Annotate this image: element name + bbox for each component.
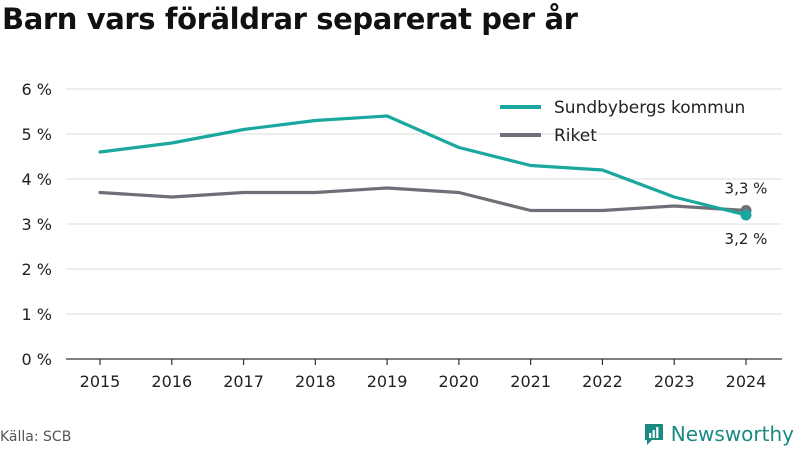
legend-label: Riket [554, 126, 597, 146]
x-tick-label: 2018 [295, 372, 336, 391]
x-tick-label: 2016 [151, 372, 192, 391]
legend: Sundbybergs kommun Riket [500, 98, 745, 146]
brand-name: Newsworthy [670, 422, 794, 446]
x-tick-label: 2021 [510, 372, 551, 391]
x-tick-label: 2022 [582, 372, 623, 391]
brand-logo: Newsworthy [643, 420, 794, 448]
gridlines [66, 88, 782, 315]
series-lines: 3,3 % 3,2 % [98, 114, 768, 248]
y-tick-label: 1 % [22, 305, 52, 324]
x-tick-label: 2019 [367, 372, 408, 391]
end-value-label: 3,3 % [725, 180, 768, 198]
x-tick-label: 2015 [80, 372, 121, 391]
y-tick-label: 5 % [22, 125, 52, 144]
series-line [98, 114, 748, 217]
legend-label: Sundbybergs kommun [554, 98, 745, 118]
series-end-point [740, 209, 752, 221]
source-note: Källa: SCB [0, 429, 72, 445]
y-axis: 0 % 1 % 2 % 3 % 4 % 5 % 6 % [22, 80, 52, 369]
x-tick-label: 2020 [439, 372, 480, 391]
chart-title: Barn vars föräldrar separerat per år [2, 2, 578, 36]
x-tick-label: 2023 [654, 372, 695, 391]
y-tick-label: 6 % [22, 80, 52, 99]
y-tick-label: 2 % [22, 260, 52, 279]
x-tick-label: 2017 [223, 372, 264, 391]
x-tick-label: 2024 [726, 372, 767, 391]
y-tick-label: 3 % [22, 215, 52, 234]
x-axis: 2015 2016 2017 2018 2019 2020 2021 2022 2023 2024 [66, 358, 782, 391]
y-tick-label: 0 % [22, 350, 52, 369]
newsworthy-logo-icon [644, 424, 663, 445]
end-value-label: 3,2 % [725, 230, 768, 248]
series-line [98, 186, 748, 213]
y-tick-label: 4 % [22, 170, 52, 189]
